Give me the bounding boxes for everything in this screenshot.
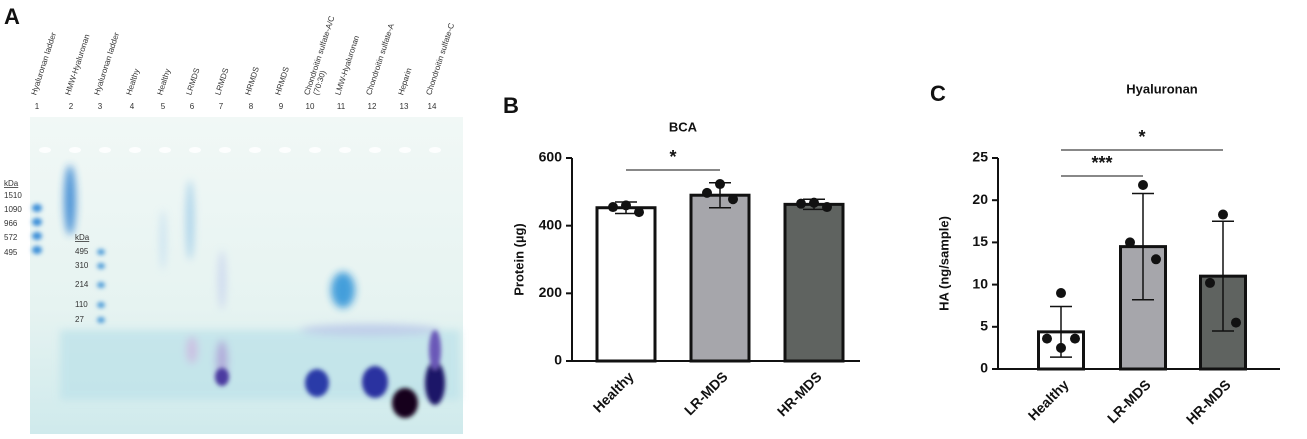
y-tick-label: 25 — [972, 149, 988, 165]
lane-label: Healthy — [155, 68, 172, 97]
lane-label: LMW-Hyaluronan — [333, 34, 361, 96]
data-point — [1042, 333, 1052, 344]
x-tick-label: Healthy — [590, 368, 637, 415]
x-tick-label: LR-MDS — [1104, 376, 1154, 426]
lane-number: 14 — [428, 102, 437, 111]
bar — [595, 206, 657, 363]
y-tick-label: 0 — [980, 360, 988, 376]
lane-number: 12 — [368, 102, 377, 111]
lane-number: 11 — [337, 102, 346, 111]
lane-label: LRMDS — [213, 67, 230, 96]
x-tick-label: HR-MDS — [774, 368, 825, 419]
data-point — [1218, 209, 1228, 220]
data-point — [1070, 333, 1080, 344]
ladder-mark: 966 — [4, 219, 18, 228]
ladder-mark: 310 — [75, 261, 89, 270]
ladder-mark: 495 — [75, 247, 89, 256]
ladder-mark: 110 — [75, 300, 88, 309]
data-point — [1231, 317, 1241, 328]
lane-label: HRMDS — [273, 66, 291, 97]
lane-label: Hyaluronan ladder — [29, 31, 58, 96]
panel-letter: C — [930, 81, 946, 106]
lane-number: 13 — [400, 102, 409, 111]
lane-number: 4 — [130, 102, 135, 111]
lane-number: 9 — [279, 102, 284, 111]
lane-number: 3 — [98, 102, 103, 111]
lane-number: 2 — [69, 102, 74, 111]
lane-number: 8 — [249, 102, 254, 111]
y-tick-label: 0 — [554, 352, 562, 368]
y-axis-label: Protein (µg) — [511, 223, 526, 295]
lane-label: LRMDS — [184, 67, 201, 96]
chart-title: Hyaluronan — [1126, 81, 1198, 96]
data-point — [702, 187, 712, 198]
bar — [783, 202, 845, 363]
significance-label: * — [669, 147, 676, 167]
lane-label: Chondroitin sulfate-A — [364, 22, 396, 96]
ladder-mark: 495 — [4, 248, 18, 257]
data-point — [796, 198, 806, 209]
y-axis-label: HA (ng/sample) — [936, 216, 951, 311]
lane-number: 10 — [306, 102, 315, 111]
y-tick-label: 200 — [539, 284, 563, 300]
chart-title: BCA — [669, 119, 698, 134]
ladder-mark: 572 — [4, 233, 18, 242]
y-tick-label: 600 — [539, 149, 563, 165]
lane-label: HRMDS — [243, 66, 261, 97]
lane-number: 6 — [190, 102, 195, 111]
lane-label: Healthy — [124, 68, 141, 97]
lane-number: 7 — [219, 102, 224, 111]
x-tick-label: LR-MDS — [681, 368, 731, 418]
data-point — [822, 202, 832, 213]
ladder-unit: kDa — [75, 233, 90, 242]
data-point — [1056, 288, 1066, 299]
ladder-unit: kDa — [4, 179, 19, 188]
lane-label: HMW-Hyaluronan — [63, 33, 91, 96]
bar — [689, 193, 751, 363]
data-point — [621, 200, 631, 211]
data-point — [608, 202, 618, 213]
significance-label: *** — [1091, 153, 1112, 173]
y-tick-label: 400 — [539, 216, 563, 232]
lane-number: 5 — [161, 102, 166, 111]
ladder-mark: 214 — [75, 280, 89, 289]
data-point — [1151, 254, 1161, 265]
data-point — [728, 194, 738, 205]
y-tick-label: 15 — [972, 233, 988, 249]
panel-letter: B — [503, 93, 519, 118]
lane-label: Heparin — [396, 67, 413, 96]
x-tick-label: HR-MDS — [1183, 376, 1234, 427]
panel-letter: A — [4, 4, 20, 29]
significance-label: * — [1138, 127, 1145, 147]
gel-image — [30, 117, 463, 434]
lane-label: Hyaluronan ladder — [92, 31, 121, 96]
x-tick-label: Healthy — [1025, 376, 1072, 423]
data-point — [1205, 277, 1215, 288]
ladder-mark: 1090 — [4, 205, 22, 214]
ladder-mark: 27 — [75, 315, 84, 324]
data-point — [715, 179, 725, 190]
y-tick-label: 5 — [980, 318, 988, 334]
data-point — [1125, 237, 1135, 248]
data-point — [1138, 180, 1148, 191]
lane-label: Chondroitin sulfate-C — [424, 22, 456, 96]
ladder-mark: 1510 — [4, 191, 22, 200]
y-tick-label: 20 — [972, 191, 988, 207]
data-point — [809, 197, 819, 208]
data-point — [634, 207, 644, 218]
y-tick-label: 10 — [972, 275, 988, 291]
lane-number: 1 — [35, 102, 40, 111]
data-point — [1056, 342, 1066, 353]
